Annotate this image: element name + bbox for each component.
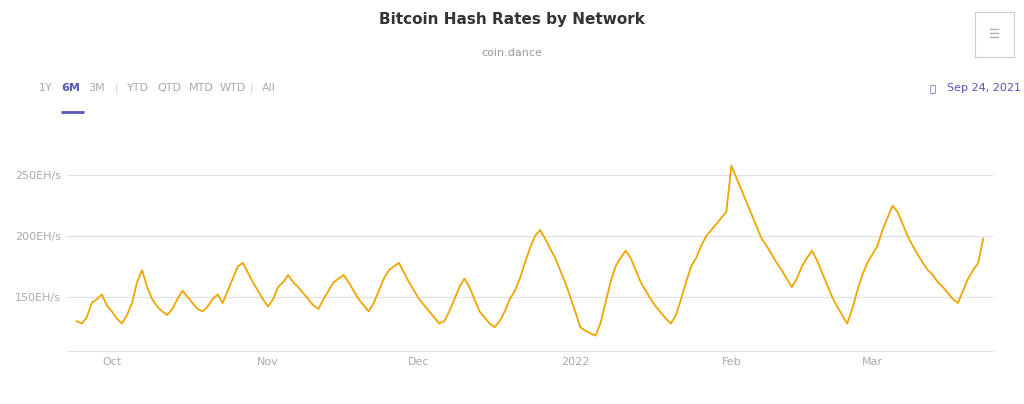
Text: coin.dance: coin.dance: [481, 48, 543, 59]
Text: WTD: WTD: [219, 83, 246, 93]
Text: 📅: 📅: [930, 83, 936, 93]
Text: 1Y: 1Y: [39, 83, 52, 93]
Text: All: All: [262, 83, 276, 93]
Text: YTD: YTD: [127, 83, 148, 93]
Text: Bitcoin Hash Rates by Network: Bitcoin Hash Rates by Network: [379, 12, 645, 27]
Text: 6M: 6M: [61, 83, 80, 93]
Text: ☰: ☰: [989, 28, 999, 41]
Text: |: |: [115, 83, 119, 93]
Text: 3M: 3M: [88, 83, 104, 93]
Text: |: |: [250, 83, 254, 93]
Text: Sep 24, 2021 - Mar 24, 2022: Sep 24, 2021 - Mar 24, 2022: [947, 83, 1024, 93]
Text: MTD: MTD: [188, 83, 213, 93]
Text: QTD: QTD: [158, 83, 181, 93]
